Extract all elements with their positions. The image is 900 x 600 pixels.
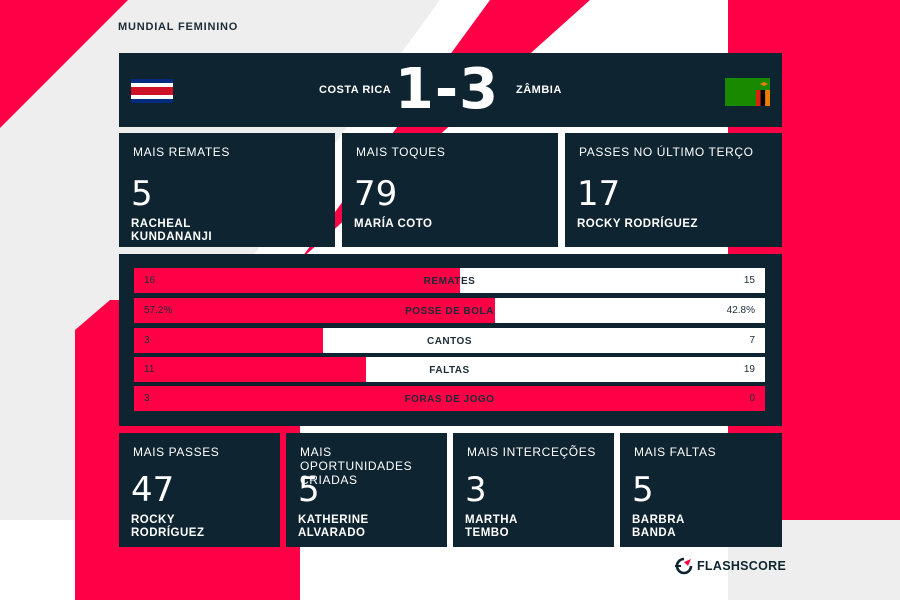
player-name-line2: TEMBO [465,527,510,539]
card-label-line1: MAIS INTERCEÇÕES [467,445,596,459]
stat-bar-home-fill [134,328,324,353]
player-name-line1: KATHERINE [298,514,369,526]
leader-card-interceptions: MAIS INTERCEÇÕES 3 MARTHA TEMBO [453,433,614,547]
stat-home-value: 16 [144,275,156,286]
leader-card-fouls: MAIS FALTAS 5 BARBRA BANDA [620,433,782,547]
card-player: MARTHA TEMBO [465,514,518,540]
stat-away-value: 42.8% [726,305,755,316]
leader-card-chances-created: MAIS OPORTUNIDADES CRIADAS 5 KATHERINE A… [286,433,447,547]
card-player: MARÍA COTO [354,218,432,231]
card-player: ROCKY RODRÍGUEZ [131,514,205,540]
stat-bar-home-fill [134,268,460,293]
stat-bar-home-fill [134,298,495,323]
costa-rica-flag-icon [131,79,173,103]
card-label: MAIS REMATES [133,145,230,159]
player-name-line1: ROCKY [131,514,176,526]
card-label: MAIS TOQUES [356,145,446,159]
card-value: 5 [131,174,153,214]
card-player: BARBRA BANDA [632,514,685,540]
leader-card-touches: MAIS TOQUES 79 MARÍA COTO [342,133,558,247]
card-player: RACHEAL KUNDANANJI [131,218,212,244]
player-name-line2: RODRÍGUEZ [131,527,205,539]
card-label-line1: MAIS FALTAS [634,445,717,459]
stat-name: REMATES [423,276,476,287]
card-value: 5 [632,470,654,510]
brand-name: FLASHSCORE [697,559,787,573]
card-label-line1: MAIS OPORTUNIDADES [300,445,413,473]
stat-bar-corners: 3 CANTOS 7 [134,328,765,353]
stat-bar-shots: 16 REMATES 15 [134,268,765,293]
stat-name: POSSE DE BOLA [405,306,494,317]
card-label-line2: CRIADAS [300,473,358,487]
card-value: 3 [465,470,487,510]
player-name-line2: KUNDANANJI [131,231,213,243]
stat-away-value: 0 [749,393,755,404]
stat-home-value: 11 [144,364,155,375]
stat-name: FALTAS [429,365,470,376]
stat-away-value: 15 [743,275,755,286]
stat-bar-possession: 57.2% POSSE DE BOLA 42.8% [134,298,765,323]
stat-bar-home-fill [134,386,765,411]
leader-card-passes: MAIS PASSES 47 ROCKY RODRÍGUEZ [119,433,280,547]
stat-name: FORAS DE JOGO [404,394,495,405]
leader-card-final-third-passes: PASSES NO ÚLTIMO TERÇO 17 ROCKY RODRÍGUE… [565,133,782,247]
card-value: 5 [298,470,320,510]
card-value: 47 [131,470,175,510]
card-value: 17 [577,174,621,214]
stat-home-value: 57.2% [144,305,173,316]
player-name-line2: ALVARADO [298,527,366,539]
card-label: MAIS FALTAS [634,445,716,459]
card-label: MAIS OPORTUNIDADES CRIADAS [300,445,447,487]
player-name-line1: MARTHA [465,514,518,526]
card-label: MAIS INTERCEÇÕES [467,445,596,459]
competition-label: MUNDIAL FEMININO [118,21,239,33]
stat-home-value: 3 [144,335,150,346]
player-name-line1: BARBRA [632,514,685,526]
card-player: ROCKY RODRÍGUEZ [577,218,698,231]
player-name-line1: MARÍA COTO [354,218,433,230]
home-team-name: COSTA RICA [319,84,392,96]
match-score: 1-3 [394,57,500,122]
stat-bar-fouls: 11 FALTAS 19 [134,357,765,382]
player-name-line1: ROCKY RODRÍGUEZ [577,218,699,230]
flashscore-logo-icon [675,557,693,575]
zambia-flag-icon [725,78,770,106]
stat-name: CANTOS [426,336,473,347]
away-team-name: ZÂMBIA [516,84,562,96]
player-name-line2: BANDA [632,527,677,539]
card-label: PASSES NO ÚLTIMO TERÇO [579,145,754,159]
stat-home-value: 3 [144,393,150,404]
card-label: MAIS PASSES [133,445,219,459]
team-stats-panel: 16 REMATES 15 57.2% POSSE DE BOLA 42.8% … [119,254,782,426]
card-player: KATHERINE ALVARADO [298,514,369,540]
score-header: COSTA RICA 1-3 ZÂMBIA [119,53,782,127]
stat-bar-offsides: 3 FORAS DE JOGO 0 [134,386,765,411]
card-value: 79 [354,174,398,214]
card-label-line1: MAIS PASSES [133,445,220,459]
stat-away-value: 19 [743,364,755,375]
leader-card-shots: MAIS REMATES 5 RACHEAL KUNDANANJI [119,133,335,247]
stat-away-value: 7 [749,335,755,346]
player-name-line1: RACHEAL [131,218,191,230]
stat-bar-home-fill [134,357,366,382]
